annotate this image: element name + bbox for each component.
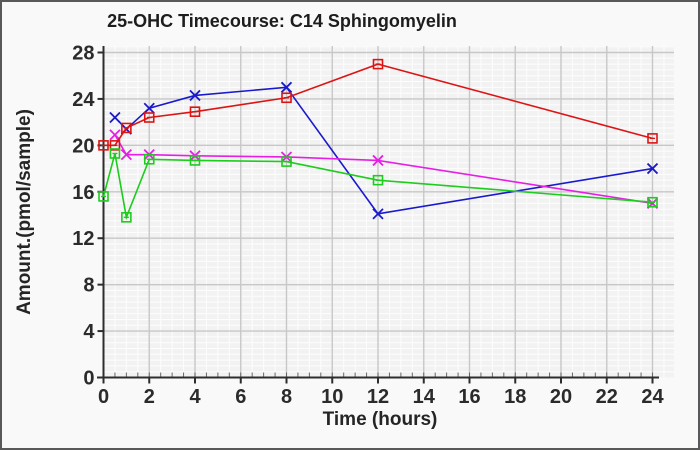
data-point-marker (647, 133, 658, 144)
svg-text:16: 16 (458, 386, 480, 408)
svg-text:28: 28 (72, 43, 94, 65)
data-point-marker (109, 140, 121, 151)
data-point-marker (143, 102, 155, 114)
svg-text:16: 16 (72, 182, 94, 204)
data-point-marker (189, 155, 201, 166)
svg-text:24: 24 (72, 89, 95, 111)
data-point-marker (372, 174, 384, 186)
x-axis-label: Time (hours) (322, 409, 438, 430)
data-point-marker (189, 106, 201, 117)
data-point-marker (372, 208, 384, 220)
data-point-marker (646, 162, 659, 175)
chart-title: 25-OHC Timecourse: C14 Sphingomyelin (107, 11, 457, 31)
data-point-marker (143, 153, 155, 165)
svg-text:4: 4 (83, 321, 95, 343)
data-point-marker (98, 191, 109, 202)
svg-text:14: 14 (413, 386, 436, 408)
svg-text:22: 22 (596, 386, 618, 408)
data-point-marker (280, 81, 293, 93)
data-point-marker (109, 129, 121, 141)
svg-text:18: 18 (504, 386, 526, 408)
data-point-marker (120, 149, 133, 161)
svg-text:20: 20 (550, 386, 572, 408)
data-point-marker (372, 154, 384, 167)
data-point-marker (281, 92, 292, 104)
data-point-marker (109, 111, 121, 124)
data-point-marker (98, 140, 109, 151)
data-point-marker (189, 89, 201, 102)
series-green (98, 148, 658, 223)
svg-text:0: 0 (83, 368, 94, 390)
svg-text:8: 8 (83, 275, 94, 297)
series-red (98, 58, 658, 151)
axes (97, 46, 659, 384)
x-tick-labels: 0 2 4 6 8 10 12 14 16 18 20 22 24 (98, 386, 665, 408)
data-point-marker (121, 122, 132, 134)
y-tick-labels: 0 4 8 12 16 20 24 28 (72, 43, 95, 390)
x-minor-ticks (114, 372, 653, 377)
data-point-marker (372, 58, 384, 70)
svg-text:8: 8 (281, 386, 292, 408)
data-point-marker (647, 196, 658, 208)
svg-text:24: 24 (641, 386, 664, 408)
svg-text:2: 2 (144, 386, 155, 408)
data-point-marker (109, 148, 121, 159)
svg-text:0: 0 (98, 386, 109, 408)
svg-text:12: 12 (367, 386, 389, 408)
svg-text:10: 10 (321, 386, 343, 408)
svg-text:12: 12 (72, 228, 94, 250)
svg-text:6: 6 (235, 386, 246, 408)
data-point-marker (143, 112, 155, 123)
svg-text:20: 20 (72, 135, 94, 157)
svg-text:4: 4 (189, 386, 201, 408)
data-point-marker (121, 212, 132, 223)
data-point-marker (281, 156, 292, 167)
